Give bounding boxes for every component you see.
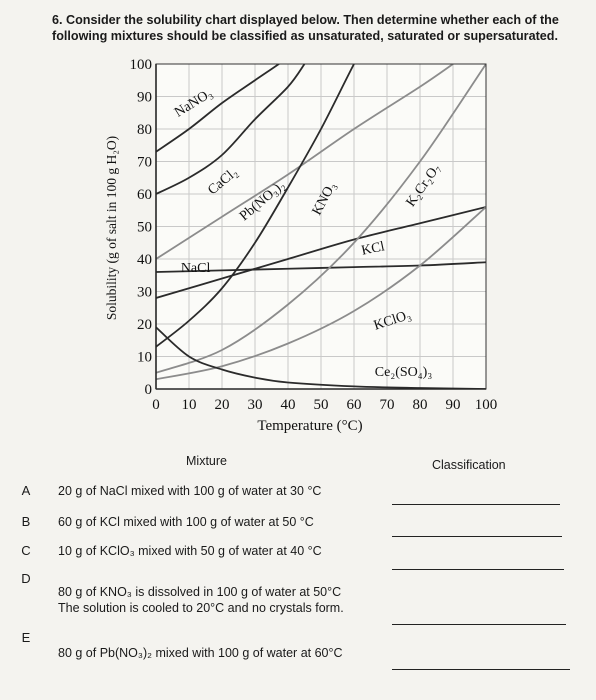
chart-svg: 0 10 20 30 40 50 60 70 80 90 100 0 10 20 30 40 50 60 70 80 9… [104,57,498,434]
row-letter: B [21,514,31,529]
chart-axes [155,63,487,390]
series-label: NaCl [181,261,211,276]
mixture-header: Mixture [186,454,227,468]
y-tick-label: 50 [137,220,152,236]
series-label: KCl [360,239,386,259]
question-line-1: 6. Consider the solubility chart display… [52,13,559,27]
series-line [156,206,486,299]
chart-series [156,64,486,389]
y-tick-label: 70 [137,155,152,171]
classification-answer-blank[interactable] [392,669,570,670]
x-tick-label: 0 [152,397,160,413]
x-tick-label: 10 [182,397,197,413]
y-tick-label: 10 [137,350,152,366]
row-mixture-text: 10 g of KClO₃ mixed with 50 g of water a… [58,544,322,558]
row-letter: A [21,483,31,498]
classification-answer-blank[interactable] [392,569,564,570]
series-line [156,64,281,153]
x-tick-label: 30 [248,397,263,413]
classification-answer-blank[interactable] [392,536,562,537]
y-tick-label: 90 [137,90,152,106]
y-tick-label: 30 [137,285,152,301]
solubility-chart: 0 10 20 30 40 50 60 70 80 90 100 0 10 20 30 40 50 60 70 80 9… [104,57,498,434]
x-tick-label: 50 [314,397,329,413]
row-letter: E [21,630,31,645]
x-axis-label: Temperature (°C) [257,418,362,434]
y-tick-label: 20 [137,317,152,333]
row-letter: D [21,571,31,586]
y-tick-label: 100 [130,57,153,73]
y-tick-label: 0 [145,382,153,398]
chart-grid [155,63,487,390]
x-tick-label: 60 [347,397,362,413]
question-line-2: following mixtures should be classified … [52,29,558,43]
x-tick-label: 90 [446,397,461,413]
x-tick-label: 100 [475,397,498,413]
series-line [156,64,306,195]
row-mixture-text: 80 g of KNO₃ is dissolved in 100 g of wa… [58,585,342,599]
row-mixture-text: 60 g of KCl mixed with 100 g of water at… [58,515,314,529]
y-tick-label: 60 [137,187,152,203]
question-text: 6. Consider the solubility chart display… [52,12,572,44]
x-tick-label: 80 [413,397,428,413]
series-line [156,64,454,260]
y-tick-label: 40 [137,252,152,268]
classification-answer-blank[interactable] [392,504,560,505]
row-mixture-text-line-2: The solution is cooled to 20°C and no cr… [58,601,344,615]
x-tick-label: 20 [215,397,230,413]
y-tick-label: 80 [137,122,152,138]
series-line [156,261,486,273]
x-tick-label: 70 [380,397,395,413]
plot-border [155,63,487,390]
series-line [156,64,486,374]
series-line [156,64,356,348]
chart-ticks: 0 10 20 30 40 50 60 70 80 90 100 0 10 20 30 40 50 60 70 80 9… [130,57,498,413]
series-line [156,326,486,389]
x-tick-label: 40 [281,397,296,413]
row-letter: C [21,543,31,558]
series-label: Ce₂(SO₄)₃ [375,365,433,380]
y-axis-label: Solubility (g of salt in 100 g H₂O) [104,136,119,320]
classification-header: Classification [432,458,506,472]
classification-answer-blank[interactable] [392,624,566,625]
row-mixture-text: 80 g of Pb(NO₃)₂ mixed with 100 g of wat… [58,646,343,660]
row-mixture-text: 20 g of NaCl mixed with 100 g of water a… [58,484,322,498]
